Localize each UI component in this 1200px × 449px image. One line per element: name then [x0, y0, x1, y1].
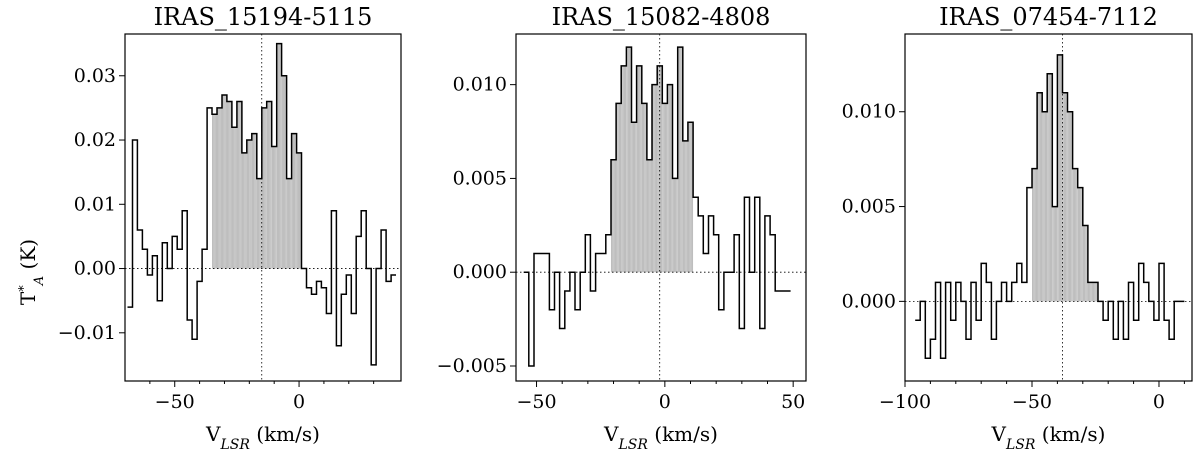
- fill-bin: [256, 178, 262, 269]
- y-tick-label: −0.01: [58, 322, 116, 344]
- axes-frame: [515, 33, 807, 382]
- y-tick-label: 0.000: [842, 290, 896, 312]
- y-tick-label: 0.010: [842, 101, 896, 123]
- fill-bin: [1067, 111, 1073, 302]
- axes-frame: [904, 33, 1193, 382]
- fill-bin: [1082, 225, 1088, 302]
- fill-bin: [657, 65, 663, 273]
- x-tick-label: 0: [659, 391, 671, 413]
- fill-bin: [610, 159, 617, 273]
- panel-title: IRAS_07454-7112: [939, 3, 1158, 31]
- fill-bin: [682, 140, 688, 273]
- fill-bin: [636, 65, 642, 273]
- fill-bin: [226, 101, 232, 269]
- spectrum-line: [523, 46, 791, 367]
- fill-bin: [1031, 168, 1038, 302]
- fill-bin: [1087, 282, 1093, 302]
- fill-bin: [251, 133, 257, 269]
- x-tick-label: 50: [781, 391, 805, 413]
- fill-bin: [266, 101, 272, 269]
- fill-bin: [1092, 282, 1099, 302]
- fill-bin: [616, 103, 622, 273]
- y-axis-label: T*A (K): [16, 239, 47, 305]
- fill-bin: [631, 122, 637, 273]
- y-tick-label: 0.00: [74, 258, 116, 280]
- panel-2: −50 0 50 −0.005 0.000 0.005 0.010 IRAS_15082-48…: [437, 3, 807, 449]
- fill-bin: [1057, 54, 1063, 302]
- emission-fill: [212, 43, 302, 269]
- y-tick-label: 0.02: [74, 129, 116, 151]
- panel-3: −100 −50 0 0.000 0.005 0.010 IRAS_07454-7112 VL…: [842, 3, 1193, 449]
- fill-bin: [217, 107, 222, 269]
- fill-bin: [687, 122, 694, 273]
- panel-title: IRAS_15194-5115: [154, 3, 373, 31]
- fill-bin: [626, 47, 632, 273]
- x-tick-label: 0: [293, 391, 305, 413]
- fill-bin: [677, 47, 683, 273]
- fill-bin: [271, 146, 277, 269]
- fill-bin: [641, 103, 647, 273]
- fill-bin: [1062, 92, 1068, 302]
- fill-bin: [221, 95, 227, 269]
- x-tick-label: −100: [879, 391, 931, 413]
- fill-bin: [1037, 92, 1043, 302]
- fill-bin: [296, 152, 302, 269]
- x-tick-label: −50: [516, 391, 556, 413]
- fill-bin: [286, 178, 292, 269]
- fill-bin: [652, 84, 658, 273]
- fill-bin: [246, 140, 252, 269]
- y-tick-label: 0.005: [842, 196, 896, 218]
- spectrum-line: [915, 54, 1185, 359]
- fill-bin: [291, 133, 297, 269]
- fill-bin: [672, 178, 678, 273]
- fill-bin: [621, 65, 627, 273]
- fill-bin: [1072, 168, 1078, 302]
- fill-bin: [662, 103, 668, 273]
- fill-bin: [231, 127, 237, 269]
- y-tick-label: 0.03: [74, 65, 116, 87]
- y-tick-label: 0.000: [453, 261, 507, 283]
- y-tick-label: 0.01: [74, 193, 116, 215]
- x-tick-label: 0: [1153, 391, 1165, 413]
- fill-bin: [236, 101, 242, 269]
- y-tick-label: 0.005: [453, 167, 507, 189]
- y-tick-label: 0.010: [453, 74, 507, 96]
- fill-bin: [212, 114, 217, 269]
- panel-1: −50 0 −0.01 0.00 0.01 0.02 0.03 IRAS_15194-5115…: [58, 3, 402, 449]
- fill-bin: [261, 107, 267, 269]
- x-axis-label: VLSR (km/s): [603, 422, 718, 449]
- emission-fill: [610, 47, 694, 273]
- fill-bin: [281, 75, 287, 269]
- spectrum-line: [127, 42, 396, 366]
- x-axis-label: VLSR (km/s): [991, 422, 1106, 449]
- fill-bin: [667, 84, 673, 273]
- fill-bin: [1052, 206, 1058, 302]
- fill-bin: [646, 159, 653, 273]
- axes-frame: [124, 33, 402, 382]
- y-tick-label: −0.005: [437, 355, 507, 377]
- x-axis-label: VLSR (km/s): [205, 422, 320, 449]
- fill-bin: [276, 43, 282, 269]
- fill-bin: [1047, 73, 1053, 302]
- fill-bin: [241, 152, 247, 269]
- fill-bin: [1042, 111, 1048, 302]
- x-tick-label: −50: [1012, 391, 1052, 413]
- x-tick-label: −50: [155, 391, 195, 413]
- fill-bin: [1077, 187, 1083, 302]
- panel-title: IRAS_15082-4808: [552, 3, 771, 31]
